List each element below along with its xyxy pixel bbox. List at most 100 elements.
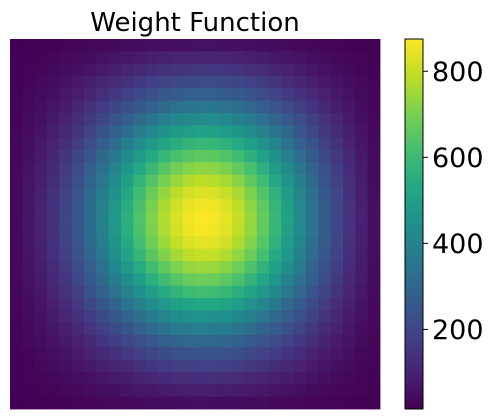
heatmap-cell xyxy=(244,384,258,398)
heatmap-cell xyxy=(96,51,110,65)
heatmap xyxy=(10,39,381,410)
heatmap-cell xyxy=(256,100,270,114)
heatmap-cell xyxy=(219,285,233,299)
heatmap-cell xyxy=(133,39,147,52)
heatmap-cell xyxy=(195,211,208,225)
heatmap-cell xyxy=(281,174,295,188)
heatmap-cell xyxy=(244,39,258,52)
heatmap-cell xyxy=(293,51,307,65)
heatmap-cell xyxy=(330,76,344,89)
heatmap-cell xyxy=(293,359,307,373)
heatmap-cell xyxy=(293,261,307,274)
heatmap-cell xyxy=(158,261,171,274)
heatmap-cell xyxy=(207,322,221,336)
heatmap-cell xyxy=(343,211,356,225)
heatmap-cell xyxy=(219,88,233,102)
heatmap-cell xyxy=(195,162,208,176)
heatmap-cell xyxy=(10,100,23,114)
heatmap-cell xyxy=(355,285,369,299)
heatmap-cell xyxy=(343,384,356,398)
heatmap-cell xyxy=(170,322,184,336)
heatmap-cell xyxy=(195,150,208,163)
heatmap-cell xyxy=(22,224,36,237)
heatmap-cell xyxy=(158,335,171,348)
heatmap-cell xyxy=(232,39,245,52)
heatmap-cell xyxy=(10,372,23,385)
heatmap-cell xyxy=(293,100,307,114)
heatmap-cell xyxy=(293,396,307,410)
heatmap-cell xyxy=(318,248,332,262)
heatmap-cell xyxy=(34,113,48,126)
heatmap-cell xyxy=(244,100,258,114)
heatmap-cell xyxy=(182,236,196,250)
heatmap-cell xyxy=(343,39,356,52)
heatmap-cell xyxy=(343,236,356,250)
heatmap-cell xyxy=(269,137,282,151)
heatmap-cell xyxy=(219,273,233,287)
heatmap-cell xyxy=(355,88,369,102)
heatmap-cell xyxy=(145,396,159,410)
heatmap-cell xyxy=(269,63,282,77)
heatmap-cell xyxy=(71,273,85,287)
heatmap-cell xyxy=(343,125,356,139)
heatmap-cell xyxy=(207,199,221,213)
heatmap-cell xyxy=(158,199,171,213)
heatmap-cell xyxy=(182,310,196,324)
heatmap-cell xyxy=(355,310,369,324)
heatmap-cell xyxy=(207,396,221,410)
heatmap-cell xyxy=(293,372,307,385)
heatmap-cell xyxy=(22,100,36,114)
heatmap-cell xyxy=(306,187,319,200)
heatmap-cell xyxy=(219,310,233,324)
heatmap-cell xyxy=(182,372,196,385)
heatmap-cell xyxy=(84,113,97,126)
heatmap-cell xyxy=(34,310,48,324)
heatmap-cell xyxy=(219,162,233,176)
heatmap-cell xyxy=(281,76,295,89)
heatmap-cell xyxy=(59,199,73,213)
heatmap-cell xyxy=(244,137,258,151)
heatmap-cell xyxy=(330,224,344,237)
heatmap-cell xyxy=(355,137,369,151)
heatmap-cell xyxy=(306,248,319,262)
heatmap-cell xyxy=(306,236,319,250)
heatmap-cell xyxy=(47,125,60,139)
heatmap-cell xyxy=(343,310,356,324)
heatmap-cell xyxy=(219,261,233,274)
heatmap-cell xyxy=(306,150,319,163)
heatmap-cell xyxy=(281,236,295,250)
heatmap-cell xyxy=(145,137,159,151)
heatmap-cell xyxy=(133,162,147,176)
heatmap-cell xyxy=(330,39,344,52)
heatmap-cell xyxy=(306,273,319,287)
heatmap-cell xyxy=(281,372,295,385)
heatmap-cell xyxy=(170,63,184,77)
heatmap-cell xyxy=(170,100,184,114)
heatmap-cell xyxy=(367,224,381,237)
heatmap-cell xyxy=(269,174,282,188)
heatmap-cell xyxy=(318,63,332,77)
heatmap-cell xyxy=(22,211,36,225)
heatmap-cell xyxy=(108,174,122,188)
heatmap-cell xyxy=(343,335,356,348)
heatmap-cell xyxy=(170,224,184,237)
heatmap-cell xyxy=(170,359,184,373)
heatmap-cell xyxy=(170,236,184,250)
heatmap-cell xyxy=(182,113,196,126)
heatmap-cell xyxy=(367,174,381,188)
heatmap-cell xyxy=(59,396,73,410)
heatmap-cell xyxy=(145,113,159,126)
heatmap-cell xyxy=(47,248,60,262)
heatmap-cell xyxy=(121,335,134,348)
heatmap-cell xyxy=(318,335,332,348)
heatmap-cell xyxy=(84,199,97,213)
heatmap-cell xyxy=(330,113,344,126)
heatmap-cell xyxy=(145,236,159,250)
heatmap-cell xyxy=(232,384,245,398)
heatmap-cell xyxy=(306,125,319,139)
heatmap-cell xyxy=(293,285,307,299)
heatmap-cell xyxy=(232,125,245,139)
heatmap-cell xyxy=(133,384,147,398)
heatmap-cell xyxy=(22,137,36,151)
colorbar-tick-label: 600 xyxy=(432,143,484,174)
